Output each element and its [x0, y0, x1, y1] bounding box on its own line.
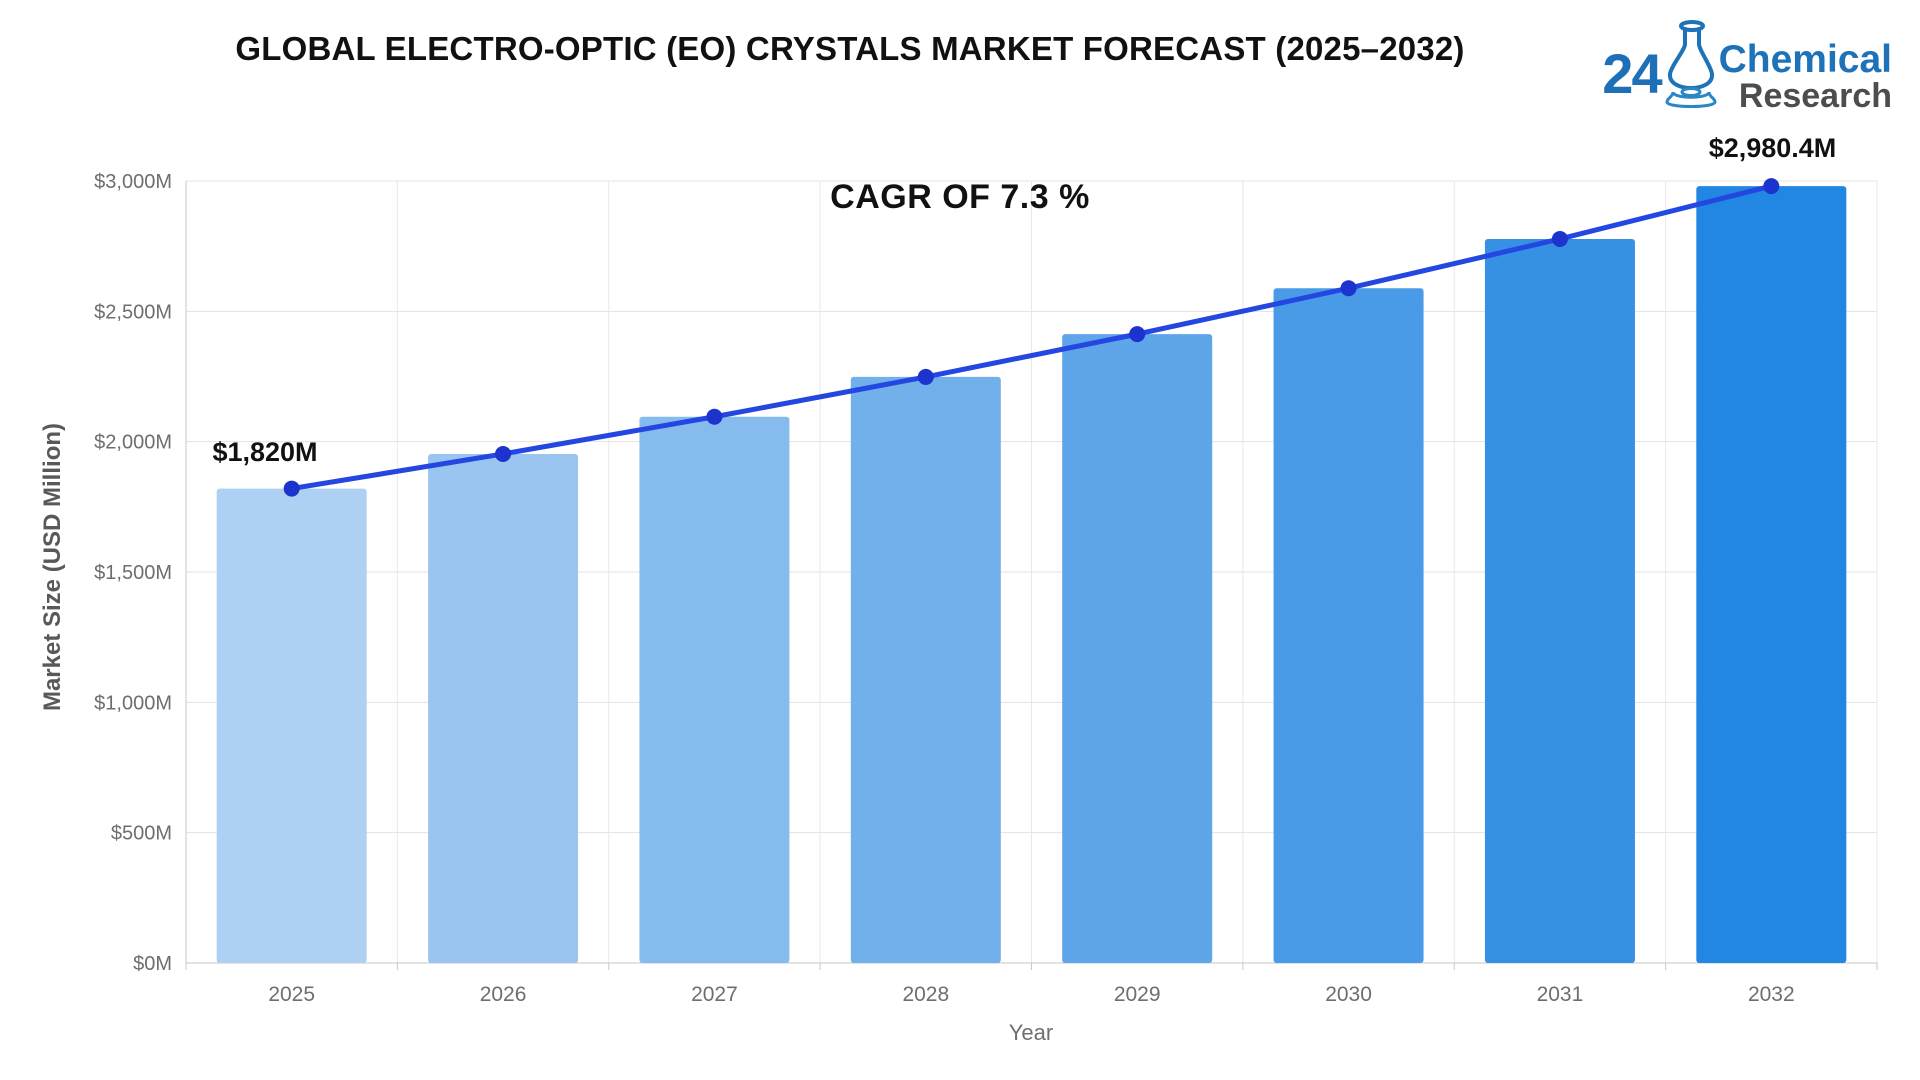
x-tick-label: 2031: [1537, 983, 1584, 1006]
marker-2031: [1551, 230, 1568, 247]
annotation-cagr: CAGR OF 7.3 %: [830, 178, 1090, 216]
x-tick-label: 2025: [268, 983, 315, 1006]
marker-2029: [1129, 326, 1146, 343]
y-tick-label: $0M: [133, 953, 172, 975]
x-tick-label: 2029: [1114, 983, 1161, 1006]
y-tick-label: $3,000M: [94, 171, 172, 193]
x-tick-label: 2028: [902, 983, 949, 1006]
logo-number: 24: [1602, 42, 1662, 105]
marker-2030: [1340, 280, 1357, 297]
x-tick-label: 2030: [1325, 983, 1372, 1006]
annotation-first-value: $1,820M: [212, 437, 318, 467]
y-tick-label: $1,000M: [94, 692, 172, 714]
bar-2028: [850, 376, 1001, 963]
annotation-last-value: $2,980.4M: [1708, 133, 1837, 163]
y-tick-label: $2,000M: [94, 432, 172, 454]
bar-2030: [1273, 288, 1424, 964]
bar-2025: [216, 488, 367, 963]
marker-2028: [917, 368, 934, 385]
marker-2026: [495, 445, 512, 462]
bar-2032: [1696, 186, 1847, 963]
bar-2029: [1062, 334, 1213, 963]
logo-chemical: Chemical: [1718, 38, 1892, 81]
brand-logo: 24 Chemical Research: [1602, 18, 1892, 115]
bar-2027: [639, 416, 790, 963]
logo-wordmark: Chemical Research: [1719, 40, 1892, 115]
page-title: GLOBAL ELECTRO-OPTIC (EO) CRYSTALS MARKE…: [235, 30, 1465, 67]
x-tick-label: 2026: [480, 983, 527, 1006]
y-tick-label: $1,500M: [94, 562, 172, 584]
bar-2026: [428, 453, 579, 963]
x-tick-label: 2027: [691, 983, 738, 1006]
trend-line: [289, 183, 1774, 492]
y-axis-title: Market Size (USD Million): [39, 422, 66, 712]
bar-2031: [1484, 238, 1635, 964]
x-tick-label: 2032: [1748, 983, 1795, 1006]
marker-2032: [1763, 178, 1780, 195]
x-axis-title: Year: [1008, 1020, 1054, 1045]
marker-2027: [706, 408, 723, 425]
y-tick-label: $500M: [111, 823, 172, 845]
y-tick-label: $2,500M: [94, 301, 172, 323]
flask-icon: [1659, 18, 1723, 115]
marker-2025: [283, 480, 300, 497]
logo-research: Research: [1738, 77, 1892, 115]
